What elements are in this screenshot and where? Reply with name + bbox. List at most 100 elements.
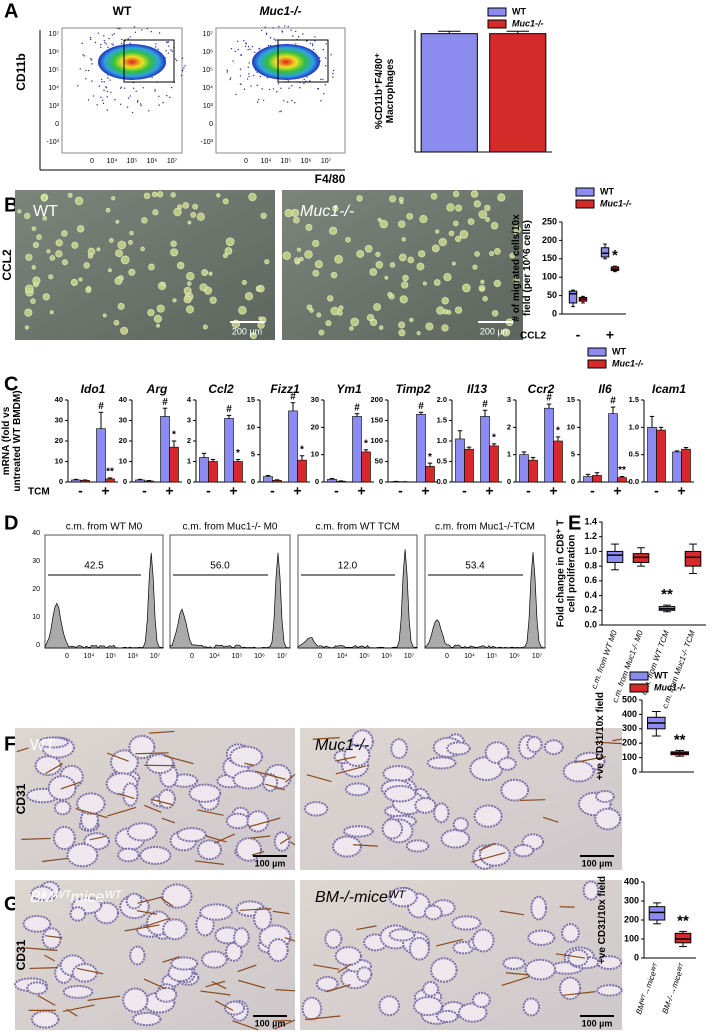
event-dot	[320, 78, 322, 81]
event-dot	[103, 81, 105, 83]
y-tick-label: 200	[370, 395, 383, 404]
gland	[512, 843, 535, 858]
cell	[120, 255, 130, 265]
vessel	[162, 956, 180, 963]
value-annotation: *	[236, 448, 240, 459]
gland	[413, 996, 444, 1017]
event-dot	[146, 27, 148, 30]
y-tick-label: 0.0	[437, 477, 447, 486]
chart-title: Ido1	[81, 382, 106, 396]
y-tick-label: 100	[624, 933, 639, 943]
bar	[553, 440, 563, 483]
y-tick-label: 4	[187, 395, 192, 404]
gland	[315, 975, 339, 992]
event-dot	[291, 100, 293, 102]
flow-tick: 10⁵	[202, 67, 213, 74]
gate	[123, 39, 175, 83]
cell	[446, 203, 455, 212]
value-annotation: #	[226, 404, 232, 415]
gland	[543, 739, 564, 756]
bar	[96, 428, 106, 483]
vessel	[232, 1020, 259, 1031]
flow-tick: 10⁷	[321, 158, 332, 165]
gland	[301, 996, 323, 1021]
flow-tick: 30	[32, 558, 40, 565]
vessel	[237, 964, 257, 973]
gland	[388, 886, 418, 908]
scale-bar-label: 200 µm	[232, 326, 262, 336]
event-dot	[248, 73, 250, 75]
vessel	[163, 754, 194, 765]
value-annotation: #	[290, 391, 296, 402]
event-dot	[162, 101, 164, 104]
event-dot	[302, 33, 304, 35]
legend-swatch	[487, 19, 507, 29]
event-dot	[309, 80, 311, 82]
cell	[202, 324, 208, 330]
event-dot	[290, 29, 292, 31]
event-dot	[274, 39, 277, 41]
histogram	[169, 552, 291, 649]
x-axis-title: CCL2	[520, 331, 547, 342]
scale-bar-label: 100 µm	[582, 1018, 613, 1028]
cell	[384, 275, 389, 280]
vessel	[312, 964, 340, 970]
flow-tick: 0	[209, 121, 213, 128]
value-annotation: *	[428, 452, 432, 463]
vessel	[499, 910, 525, 916]
event-dot	[183, 67, 185, 69]
y-tick-label: 0.6	[584, 575, 597, 585]
row-label: CCL2	[0, 249, 14, 281]
event-dot	[107, 46, 109, 48]
event-dot	[87, 99, 90, 101]
cell	[140, 246, 145, 252]
vessel	[144, 917, 171, 928]
cell	[55, 239, 63, 247]
cell	[356, 195, 363, 202]
event-dot	[288, 87, 290, 89]
vessel	[305, 1015, 341, 1021]
y-tick-label: 200	[624, 914, 639, 924]
event-dot	[226, 69, 229, 72]
cell	[345, 236, 351, 243]
value-annotation: #	[98, 401, 104, 412]
vessel	[594, 741, 623, 745]
x-tick-label: -	[142, 483, 147, 499]
event-dot	[262, 99, 265, 102]
x-tick-label: +	[677, 483, 685, 499]
event-dot	[232, 60, 234, 62]
cell	[250, 332, 257, 340]
bar	[617, 477, 627, 483]
vessel	[44, 935, 63, 939]
cell	[192, 203, 199, 210]
bar	[583, 476, 593, 483]
cell	[107, 268, 112, 273]
y-tick-label: 150	[542, 253, 557, 263]
bar	[592, 475, 602, 483]
gland	[41, 927, 62, 950]
cell	[452, 220, 459, 227]
y-tick-label: 300	[622, 723, 637, 733]
cell	[183, 295, 192, 304]
axis-title: Fold change in CD8⁺ T cell proliferation	[555, 520, 577, 628]
y-tick-label: 20	[311, 422, 319, 431]
event-dot	[291, 85, 293, 87]
gland	[157, 788, 176, 809]
gland	[334, 946, 362, 967]
event-dot	[273, 38, 275, 40]
gland	[162, 918, 188, 941]
cell	[334, 254, 343, 264]
gland	[414, 797, 437, 814]
cell	[156, 191, 164, 198]
event-dot	[98, 85, 101, 87]
flow-tick: 10⁵	[127, 158, 138, 165]
vessel	[159, 896, 174, 907]
vessel	[214, 1000, 234, 1012]
flow-tick: 10³	[203, 103, 214, 110]
cell	[182, 202, 190, 209]
gland	[502, 956, 526, 970]
panel-label: C	[4, 373, 18, 395]
cell	[454, 235, 462, 243]
cell	[128, 239, 133, 245]
event-dot	[120, 86, 123, 88]
